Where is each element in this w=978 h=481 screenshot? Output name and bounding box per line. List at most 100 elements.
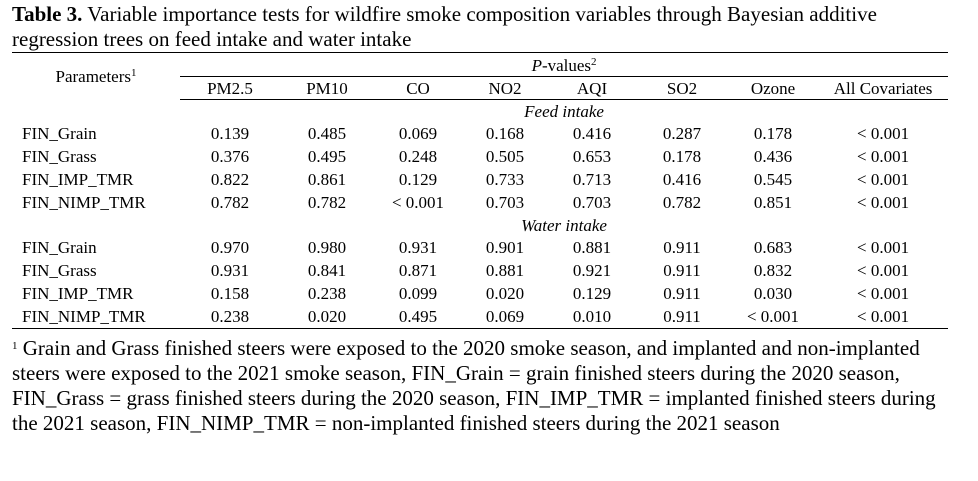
footnote-mark: 1 [12,340,18,352]
table-cell: 0.653 [572,147,612,166]
table-cell: 0.416 [572,124,612,143]
table-cell: < 0.001 [857,261,910,280]
table-cell: < 0.001 [857,238,910,257]
table-cell: 0.861 [307,170,347,189]
table-cell: < 0.001 [857,284,910,303]
section-title: Feed intake [524,101,604,121]
table-cell: < 0.001 [818,305,949,329]
table-cell: 0.238 [307,284,347,303]
table-cell: 0.178 [662,147,702,166]
table-cell: 0.901 [485,238,525,257]
table-row: FIN_NIMP_TMR 0.238 0.020 0.495 0.069 0.010 0.9… [12,305,949,329]
table-footnote: 1 Grain and Grass finished steers were e… [12,336,962,436]
table-row: FIN_NIMP_TMR 0.782 0.782 < 0.001 0.703 0.703 0… [12,191,948,214]
table-cell: < 0.001 [728,305,818,329]
table-cell: 0.139 [210,124,250,143]
table-cell: 0.376 [210,147,250,166]
pvalues-header: P-values2 [180,52,949,77]
table-cell: < 0.001 [391,193,445,212]
row-label: FIN_Grass [22,147,97,166]
table-cell: 0.020 [280,305,374,329]
table-cell: 0.416 [662,170,702,189]
table-cell: 0.881 [485,261,525,280]
table-cell: 0.911 [663,284,701,303]
table-cell: < 0.001 [857,147,910,166]
table-cell: 0.158 [210,284,250,303]
row-label: FIN_Grass [22,261,97,280]
column-header: PM2.5 [180,76,280,100]
table-cell: 0.495 [307,147,347,166]
table-row: FIN_IMP_TMR 0.822 0.861 0.129 0.733 0.713 0.41… [12,168,948,191]
table-cell: 0.980 [307,238,347,257]
caption-text: Variable importance tests for wildfire s… [12,2,877,51]
table-cell: 0.069 [462,305,548,329]
table-row: FIN_Grain 0.139 0.485 0.069 0.168 0.416 0.287 0… [12,122,948,145]
table-cell: 0.881 [572,238,612,257]
table-cell: 0.871 [398,261,438,280]
table-row: FIN_Grain 0.970 0.980 0.931 0.901 0.881 0.911 0… [12,236,948,259]
table-cell: 0.911 [663,261,701,280]
column-header: NO2 [462,76,548,100]
row-label: FIN_Grain [22,124,97,143]
table-cell: 0.168 [485,124,525,143]
table-cell: 0.733 [485,170,525,189]
row-label: FIN_NIMP_TMR [22,193,146,212]
table-row: FIN_Grass 0.931 0.841 0.871 0.881 0.921 0.911 0… [12,259,948,282]
table-cell: 0.248 [398,147,438,166]
table-cell: 0.841 [307,261,347,280]
table-caption: Table 3. Variable importance tests for w… [12,2,962,52]
column-header: PM10 [280,76,374,100]
section-spacer [12,214,180,236]
table-cell: 0.931 [210,261,250,280]
table-cell: 0.099 [398,284,438,303]
table-cell: 0.822 [210,170,250,189]
table-cell: 0.921 [572,261,612,280]
parameters-footnote-mark: 1 [131,66,137,79]
table-cell: 0.782 [307,193,347,212]
table-cell: 0.069 [398,124,438,143]
section-title: Water intake [521,215,607,235]
table-cell: 0.832 [753,261,793,280]
row-label: FIN_NIMP_TMR [12,305,180,329]
table-row: FIN_IMP_TMR 0.158 0.238 0.099 0.020 0.129 0.91… [12,282,948,305]
table-cell: 0.436 [753,147,793,166]
table-cell: 0.505 [485,147,525,166]
row-label: FIN_IMP_TMR [22,284,134,303]
column-header: CO [374,76,462,100]
caption-label: Table 3. [12,2,83,26]
table-cell: 0.931 [398,238,438,257]
table-cell: 0.851 [753,193,793,212]
results-table: Parameters1 P-values2 PM2.5 PM10 CO NO2 AQI S… [12,52,949,329]
section-row: Water intake [12,214,948,236]
parameters-header: Parameters1 [12,52,180,100]
pvalues-footnote-mark: 2 [591,56,597,68]
column-header: All Covariates [818,76,949,100]
column-header: Ozone [728,76,818,100]
table-cell: 0.703 [485,193,525,212]
table-cell: 0.178 [753,124,793,143]
table-cell: 0.129 [572,284,612,303]
table-cell: 0.911 [663,238,701,257]
pvalues-header-italic: P [531,56,542,75]
table-cell: 0.010 [548,305,636,329]
table-cell: 0.020 [485,284,525,303]
table-row: FIN_Grass 0.376 0.495 0.248 0.505 0.653 0.178 0… [12,145,948,168]
table-cell: 0.485 [307,124,347,143]
table-body: Feed intake FIN_Grain 0.139 0.485 0.069 0.168… [12,100,949,329]
column-header: AQI [548,76,636,100]
row-label: FIN_IMP_TMR [22,170,134,189]
column-header-row: PM2.5 PM10 CO NO2 AQI SO2 Ozone All Covariates [12,76,949,100]
table-cell: 0.238 [180,305,280,329]
table-cell: 0.911 [636,305,728,329]
row-label: FIN_Grain [22,238,97,257]
table-cell: < 0.001 [857,124,910,143]
column-header: SO2 [636,76,728,100]
table-cell: 0.683 [753,238,793,257]
table-cell: 0.495 [374,305,462,329]
section-spacer [12,100,180,123]
table-cell: 0.287 [662,124,702,143]
table-cell: 0.782 [210,193,250,212]
table-cell: 0.970 [210,238,250,257]
footnote-text: Grain and Grass finished steers were exp… [12,336,936,435]
table-cell: 0.713 [572,170,612,189]
